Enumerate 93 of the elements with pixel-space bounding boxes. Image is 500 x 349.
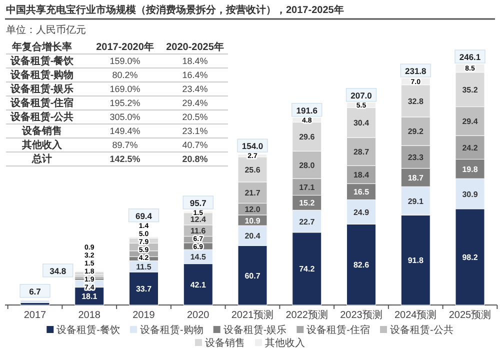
data-label: 18.4 [353,170,370,180]
total-label: 34.8 [50,266,66,276]
data-label: 12.4 [190,214,206,224]
data-label: 16.4% [182,70,208,80]
data-label: 23.1% [182,126,208,136]
x-tick-label: 2022预测 [286,309,328,321]
data-label: 149.4% [110,126,140,136]
bar [20,300,50,303]
data-label: 21.7 [244,188,261,198]
text: 2020-2025年 [166,41,224,53]
text: 2017-2020年 [96,41,154,53]
category-label: 设备租赁-餐饮 [9,55,75,67]
total-label: 154.0 [242,141,264,152]
x-tick-label: 2024预测 [394,309,437,321]
legend-label: 设备租赁-公共 [390,324,454,336]
data-label: 35.2 [462,86,478,95]
category-label: 设备销售 [21,125,62,137]
data-label: 11.5 [136,262,152,272]
data-label: 29.2 [408,127,424,136]
x-tick-label: 2019 [132,310,156,321]
data-label: 142.5% [110,154,140,164]
legend-label: 其他收入 [265,337,305,349]
data-label: 169.0% [110,84,140,94]
data-label: 23.4% [182,84,208,94]
data-label: 33.7 [136,284,152,294]
data-label: 28.7 [353,148,370,157]
data-label: 18.1 [82,292,98,302]
data-label: 305.0% [110,112,140,122]
chart-subtitle: 单位：人民币亿元 [6,24,86,36]
x-tick-label: 2020 [187,310,210,321]
total-label: 231.8 [404,66,427,76]
total-label: 69.4 [135,210,152,221]
x-tick-label: 2021预测 [231,309,274,321]
data-label: 20.5% [182,112,208,122]
data-label: 42.1 [190,280,206,290]
data-label: 16.5 [353,188,370,197]
text: 年复合增长率 [11,41,72,53]
data-label: 28.0 [299,160,316,170]
data-label: 29.1 [408,196,424,206]
category-label: 设备租赁-娱乐 [9,83,74,95]
category-label: 其他收入 [21,139,63,151]
data-label: 32.8 [408,96,424,106]
data-label: 10.9 [244,216,261,226]
data-label: 15.2 [299,198,316,208]
data-label: 22.7 [299,217,316,226]
data-label: 12.0 [244,205,261,214]
data-label: 82.6 [353,260,370,270]
data-label: 23.3 [408,152,424,162]
data-label: 29.4% [182,98,208,108]
data-label: 14.5 [190,252,206,262]
data-label: 80.2% [112,70,138,80]
chart-title: 中国共享充电宝行业市场规模（按消费场景拆分，按营收计），2017-2025年 [6,4,344,16]
data-label: 18.7 [408,174,424,182]
data-label: 89.7% [112,140,138,150]
data-label: 24.2 [462,143,478,152]
data-label: 91.8 [408,256,424,266]
data-label: 195.2% [110,98,140,108]
legend-label: 设备租赁-购物 [140,324,204,336]
bar [20,302,50,306]
legend-label: 设备租赁-娱乐 [223,324,287,336]
data-label: 29.6 [299,132,316,142]
category-label: 设备租赁-购物 [9,69,74,81]
total-label: 95.7 [190,198,207,208]
data-label: 19.8 [462,164,478,174]
data-label: 25.6 [244,165,261,174]
category-label: 总计 [31,153,52,165]
data-label: 60.7 [244,271,261,280]
data-label: 17.1 [299,182,316,192]
data-label: 74.2 [299,264,316,274]
category-label: 设备租赁-公共 [9,111,74,123]
data-label: 29.4 [462,117,478,126]
data-label: 20.4 [244,232,261,241]
x-tick-label: 2025预测 [448,309,492,321]
data-label: 18.4% [182,56,208,66]
data-label: 159.0% [110,56,140,66]
x-tick-label: 2018 [78,310,101,321]
total-label: 246.1 [459,52,481,62]
x-tick-label: 2023预测 [340,309,382,321]
data-label: 40.7% [182,140,208,150]
total-label: 6.7 [29,286,42,296]
legend-label: 设备租赁-餐饮 [56,324,120,336]
data-label: 30.9 [462,190,478,199]
category-label: 设备租赁-住宿 [9,97,74,109]
legend-label: 设备租赁-住宿 [306,324,370,336]
data-label: 20.8% [182,154,208,164]
data-label: 11.6 [190,226,206,236]
total-label: 191.6 [296,105,318,116]
data-label: 98.2 [462,252,478,262]
legend-label: 设备销售 [205,337,245,349]
total-label: 207.0 [350,90,372,100]
x-tick-label: 2017 [24,310,47,321]
data-label: 24.9 [353,208,370,217]
data-label: 30.4 [353,118,370,128]
